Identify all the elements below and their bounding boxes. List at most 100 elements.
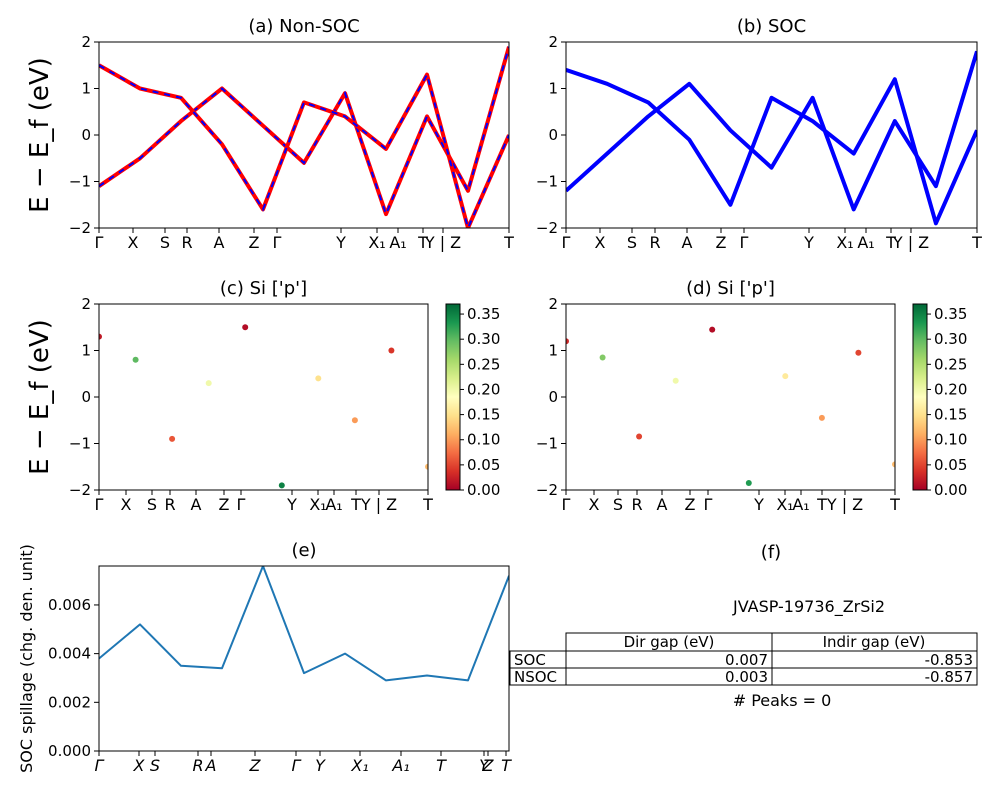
y-tick-label: 0 — [548, 388, 558, 406]
x-tick-label: A₁ — [792, 495, 809, 514]
x-tick-label: A — [205, 756, 217, 775]
scatter-point — [855, 349, 862, 356]
x-tick-label: Γ — [273, 233, 282, 252]
axes-frame — [98, 565, 510, 752]
x-tick-label: Y | Z — [826, 495, 863, 514]
x-tick-label: Γ — [237, 495, 246, 514]
x-tick-label: R — [649, 233, 660, 252]
colorbar-tick-label: 0.05 — [934, 456, 967, 474]
x-tick-label: Y — [335, 233, 346, 252]
y-tick-label: 0 — [81, 126, 91, 144]
x-tick-label: T — [885, 233, 896, 252]
colorbar-tick-label: 0.35 — [467, 305, 500, 323]
colorbar-tick-label: 0.25 — [467, 355, 500, 373]
scatter-point — [132, 356, 139, 363]
plot-area — [99, 46, 509, 228]
x-tick-label: Y | Z — [892, 233, 929, 252]
indir-gap-cell: -0.853 — [925, 651, 973, 669]
x-tick-label: Z — [685, 495, 696, 514]
x-tick-label: Γ — [562, 495, 571, 514]
x-tick-label: A₁ — [389, 233, 406, 252]
panel-title: (e) — [291, 540, 316, 561]
x-tick-label: Z — [716, 233, 727, 252]
y-tick-label: 2 — [548, 295, 558, 313]
scatter-point — [425, 463, 428, 470]
plot-area — [566, 326, 895, 486]
x-tick-label: Y — [803, 233, 814, 252]
x-tick-label: X₁ — [776, 495, 793, 514]
scatter-point — [566, 338, 569, 345]
axes-frame — [565, 303, 896, 491]
panel-title: (c) Si ['p'] — [220, 278, 307, 299]
x-tick-label: Y | Z — [424, 233, 461, 252]
x-tick-label: A — [682, 233, 693, 252]
x-tick-label: X — [133, 756, 146, 775]
x-tick-label: S — [613, 495, 623, 514]
plot-area — [566, 50, 977, 226]
y-tick-label: −2 — [536, 481, 558, 499]
scatter-point — [745, 480, 752, 486]
colorbar-tick-label: 0.15 — [934, 406, 967, 424]
x-tick-label: T — [436, 756, 447, 775]
scatter-point — [599, 354, 606, 361]
x-tick-label: S — [627, 233, 637, 252]
colorbar-tick-label: 0.05 — [467, 456, 500, 474]
x-tick-label: Γ — [704, 495, 713, 514]
y-tick-label: 0 — [548, 126, 558, 144]
y-tick-label: 1 — [548, 80, 558, 98]
x-tick-label: S — [150, 756, 160, 775]
x-tick-label: X — [128, 233, 139, 252]
x-tick-label: T — [503, 233, 514, 252]
colorbar-tick-label: 0.30 — [467, 330, 500, 348]
colorbar-gradient — [912, 303, 928, 491]
series-overlay-1 — [99, 64, 509, 228]
axes-frame — [98, 41, 510, 229]
x-tick-label: Z — [249, 233, 260, 252]
x-tick-label: Y — [315, 756, 326, 775]
plot-area — [99, 566, 509, 682]
colorbar-tick-label: 0.25 — [934, 355, 967, 373]
x-tick-label: Y — [286, 495, 297, 514]
x-tick-label: A₁ — [325, 495, 342, 514]
scatter-point — [782, 373, 789, 380]
dir-gap-cell: 0.003 — [725, 668, 768, 686]
x-tick-label: Z — [219, 495, 230, 514]
x-tick-label: Γ — [95, 495, 104, 514]
colorbar-gradient — [445, 303, 461, 491]
y-tick-label: −1 — [536, 173, 558, 191]
panel-title: (b) SOC — [737, 16, 806, 37]
x-tick-label: T — [816, 495, 827, 514]
series-line-1 — [99, 63, 509, 228]
x-tick-label: A — [191, 495, 202, 514]
row-label: NSOC — [514, 668, 557, 686]
scatter-point — [818, 414, 825, 421]
x-tick-label: Γ — [562, 233, 571, 252]
panel-f: (f) JVASP-19736_ZrSi2 Dir gap (eV) Indir ga… — [509, 542, 978, 710]
x-tick-label: X — [121, 495, 132, 514]
y-tick-label: 0.004 — [48, 645, 91, 663]
scatter-point — [242, 324, 249, 331]
x-tick-label: Γ — [95, 233, 104, 252]
x-tick-label: A — [657, 495, 668, 514]
x-tick-label: R — [164, 495, 175, 514]
y-tick-label: 1 — [81, 80, 91, 98]
colorbar-tick-label: 0.35 — [934, 305, 967, 323]
colorbar-tick-label: 0.30 — [934, 330, 967, 348]
x-tick-label: T — [889, 495, 900, 514]
y-tick-label: −1 — [69, 435, 91, 453]
gap-table: Dir gap (eV) Indir gap (eV) SOC 0.007 -0.853… — [509, 632, 978, 686]
x-tick-label: X — [589, 495, 600, 514]
series-line-1 — [566, 68, 977, 226]
axes-frame — [565, 41, 978, 229]
colorbar-tick-label: 0.20 — [467, 380, 500, 398]
y-tick-label: 0.006 — [48, 596, 91, 614]
x-tick-label: S — [160, 233, 170, 252]
scatter-point — [99, 333, 102, 340]
y-tick-label: 0 — [81, 388, 91, 406]
y-tick-label: −2 — [536, 219, 558, 237]
x-tick-label: X₁ — [836, 233, 853, 252]
